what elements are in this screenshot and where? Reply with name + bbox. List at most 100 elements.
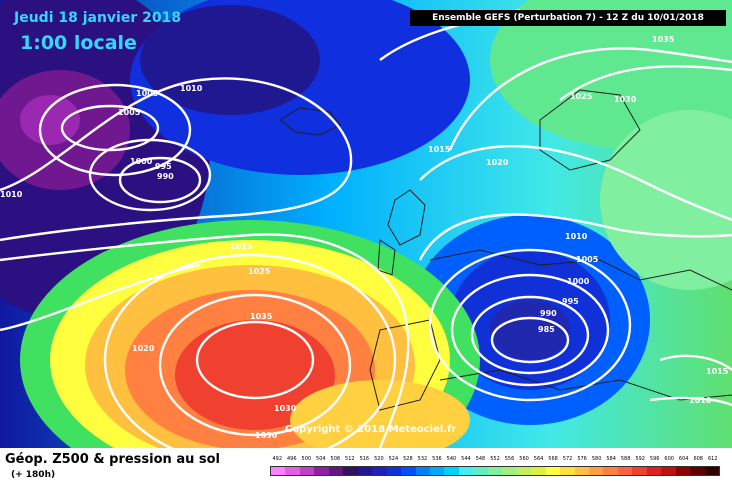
scale-label: 584	[606, 456, 616, 462]
scale-swatch	[646, 467, 662, 475]
isobar-label: 1035	[250, 312, 273, 321]
scale-label: 572	[562, 456, 573, 462]
valid-time: 1:00 locale	[20, 32, 137, 54]
scale-label: 496	[286, 456, 297, 462]
scale-swatch	[661, 467, 676, 475]
scale-swatch	[444, 467, 459, 475]
scale-label: 504	[316, 456, 326, 462]
scale-swatch	[271, 467, 286, 475]
scale-label: 552	[490, 456, 500, 462]
scale-label: 528	[403, 456, 413, 462]
isobar-label: 1030	[614, 95, 637, 104]
scale-label: 556	[504, 456, 515, 462]
isobar-label: 1010	[565, 232, 588, 241]
scale-swatch	[603, 467, 618, 475]
e-ridge	[600, 110, 732, 290]
isobar-label: 995	[155, 162, 172, 171]
scale-swatch	[401, 467, 416, 475]
isobar-label: 1015	[706, 367, 729, 376]
scale-label: 596	[649, 456, 660, 462]
scale-label: 588	[620, 456, 631, 462]
scale-label: 508	[330, 456, 341, 462]
scale-swatch	[617, 467, 633, 475]
scale-label: 500	[301, 456, 312, 462]
isobar-label: 1015	[230, 242, 253, 251]
scale-swatch	[690, 467, 705, 475]
scale-swatch	[487, 467, 503, 475]
scale-label: 544	[461, 456, 471, 462]
scale-label: 512	[345, 456, 355, 462]
isobar-label: 1020	[132, 344, 155, 353]
scale-swatch	[516, 467, 532, 475]
scale-swatch	[343, 467, 358, 475]
scale-label: 592	[635, 456, 645, 462]
legend-footer: Géop. Z500 & pression au sol (+ 180h) 49…	[0, 448, 732, 488]
isobar-label: 1020	[486, 158, 509, 167]
copyright-text: Copyright © 2018 Meteociel.fr	[285, 424, 457, 435]
scale-label: 576	[577, 456, 587, 462]
scale-label: 604	[678, 456, 689, 462]
scale-label: 612	[707, 456, 718, 462]
map-canvas	[0, 0, 732, 448]
product-title: Géop. Z500 & pression au sol	[5, 452, 220, 467]
scale-label: 580	[591, 456, 602, 462]
scale-swatch	[675, 467, 691, 475]
model-run-label: Ensemble GEFS (Perturbation 7) - 12 Z du…	[410, 10, 726, 26]
color-scale-bar	[270, 466, 720, 476]
isobar-label: 1030	[274, 404, 297, 413]
isobar-label: 1025	[248, 267, 271, 276]
scale-label: 600	[664, 456, 674, 462]
scale-label: 608	[693, 456, 703, 462]
scale-label: 516	[359, 456, 370, 462]
scale-swatch	[473, 467, 488, 475]
isobar-label: 1015	[428, 145, 451, 154]
trough-core	[140, 5, 320, 115]
scale-label: 492	[272, 456, 283, 462]
isobar-label: 1005	[136, 89, 159, 98]
scale-swatch	[502, 467, 517, 475]
isobar-label: 1000	[130, 157, 153, 166]
isobar-label: 1035	[652, 35, 675, 44]
scale-swatch	[574, 467, 589, 475]
ridge-red	[175, 320, 335, 430]
iberia-ridge	[290, 380, 470, 448]
scale-label: 536	[432, 456, 442, 462]
isobar-label: 1025	[570, 92, 593, 101]
low-center	[490, 300, 570, 360]
isobar-label: 990	[157, 172, 174, 181]
scale-label: 520	[374, 456, 384, 462]
isobar-label: 1030	[255, 431, 278, 440]
scale-swatch	[372, 467, 387, 475]
isobar-label: 990	[540, 309, 557, 318]
cold-center	[20, 95, 80, 145]
scale-swatch	[531, 467, 546, 475]
scale-swatch	[704, 467, 720, 475]
isobar-label: 1005	[118, 108, 141, 117]
isobar-label: 1010	[0, 190, 23, 199]
scale-label: 524	[388, 456, 399, 462]
scale-label: 564	[533, 456, 544, 462]
color-scale-labels: 492 496 500 504 508 512 516 520 524 528 532 536 540 5…	[270, 456, 720, 464]
scale-label: 532	[417, 456, 428, 462]
scale-swatch	[458, 467, 474, 475]
scale-label: 540	[446, 456, 457, 462]
lead-time: (+ 180h)	[11, 470, 56, 480]
isobar-label: 995	[562, 297, 579, 306]
scale-swatch	[357, 467, 373, 475]
isobar-label: 1005	[576, 255, 599, 264]
isobar-label: 1000	[567, 277, 590, 286]
valid-date: Jeudi 18 janvier 2018	[14, 10, 182, 26]
scale-swatch	[588, 467, 604, 475]
scale-label: 560	[519, 456, 529, 462]
isobar-label: 1010	[689, 396, 712, 405]
scale-swatch	[415, 467, 430, 475]
isobar-label: 985	[538, 325, 555, 334]
scale-swatch	[314, 467, 329, 475]
scale-swatch	[285, 467, 300, 475]
scale-swatch	[632, 467, 647, 475]
forecast-map: Jeudi 18 janvier 2018 1:00 locale Ensemb…	[0, 0, 732, 448]
scale-label: 548	[475, 456, 486, 462]
isobars	[0, 8, 732, 448]
scale-label: 568	[548, 456, 558, 462]
scale-swatch	[545, 467, 561, 475]
